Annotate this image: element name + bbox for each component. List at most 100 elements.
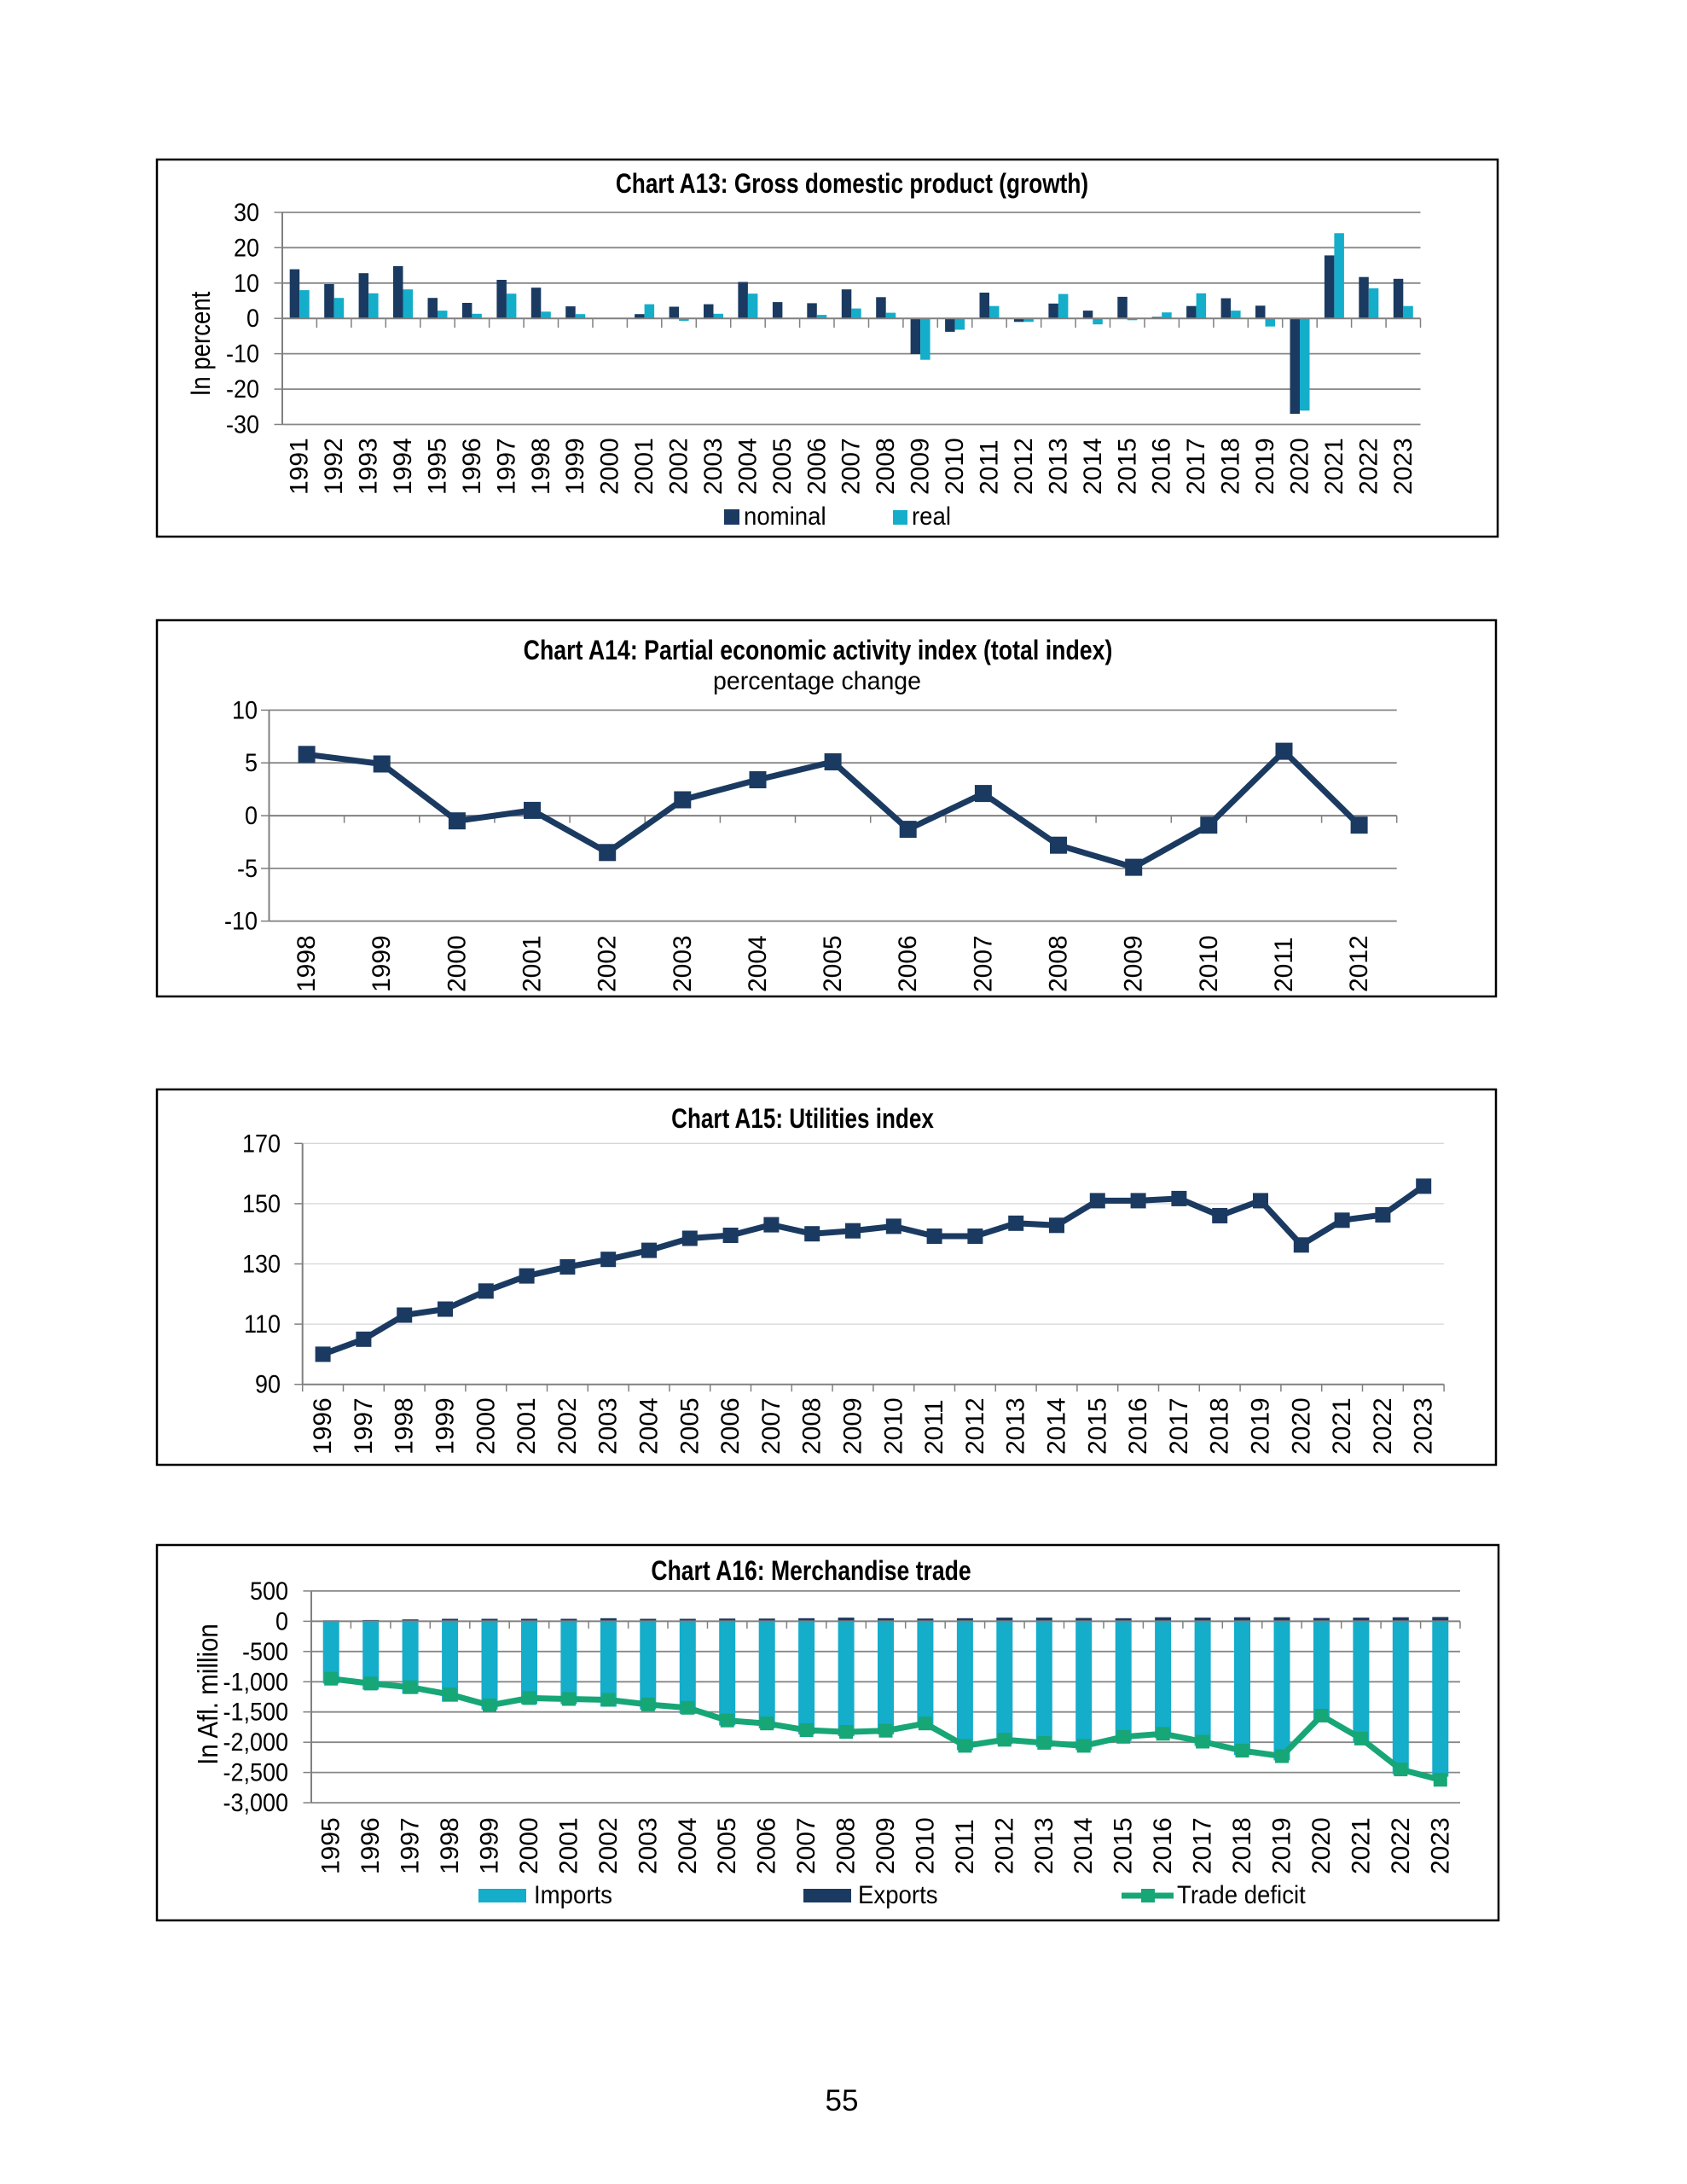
svg-text:20: 20 xyxy=(234,234,259,263)
svg-text:2016: 2016 xyxy=(1124,1397,1152,1455)
svg-text:-1,500: -1,500 xyxy=(223,1698,288,1727)
svg-text:1998: 1998 xyxy=(527,438,555,495)
svg-text:2005: 2005 xyxy=(768,438,797,495)
svg-text:2013: 2013 xyxy=(1030,1817,1058,1874)
svg-text:1997: 1997 xyxy=(350,1397,378,1455)
svg-text:2002: 2002 xyxy=(554,1397,582,1455)
svg-text:2004: 2004 xyxy=(733,438,762,495)
svg-text:2022: 2022 xyxy=(1369,1397,1397,1455)
svg-text:Exports: Exports xyxy=(858,1881,938,1909)
svg-text:1996: 1996 xyxy=(357,1817,385,1874)
svg-text:2019: 2019 xyxy=(1268,1817,1296,1874)
svg-text:2011: 2011 xyxy=(920,1399,948,1455)
svg-text:2016: 2016 xyxy=(1148,438,1176,495)
svg-text:1998: 1998 xyxy=(436,1817,464,1874)
svg-text:2018: 2018 xyxy=(1217,438,1245,495)
svg-text:2017: 2017 xyxy=(1182,438,1210,495)
svg-text:5: 5 xyxy=(245,749,258,778)
svg-text:0: 0 xyxy=(246,305,259,334)
svg-text:2020: 2020 xyxy=(1286,438,1314,495)
svg-text:2008: 2008 xyxy=(798,1397,826,1455)
svg-text:2004: 2004 xyxy=(635,1397,664,1455)
svg-text:10: 10 xyxy=(232,696,258,725)
svg-text:1999: 1999 xyxy=(368,935,396,992)
svg-text:2015: 2015 xyxy=(1110,1817,1138,1874)
svg-text:1999: 1999 xyxy=(432,1397,460,1455)
svg-text:2011: 2011 xyxy=(976,439,1004,495)
svg-text:real: real xyxy=(912,502,951,531)
svg-text:1999: 1999 xyxy=(561,438,589,495)
svg-text:1992: 1992 xyxy=(320,438,348,495)
svg-text:2002: 2002 xyxy=(594,1817,623,1874)
svg-text:2014: 2014 xyxy=(1079,438,1107,495)
svg-text:Chart A13: Gross domestic prod: Chart A13: Gross domestic product (growt… xyxy=(616,170,1088,200)
svg-text:2019: 2019 xyxy=(1251,438,1279,495)
svg-text:2009: 2009 xyxy=(907,438,935,495)
svg-text:-2,000: -2,000 xyxy=(223,1728,288,1757)
svg-text:-2,500: -2,500 xyxy=(223,1758,288,1787)
svg-text:2023: 2023 xyxy=(1426,1817,1454,1874)
svg-text:1998: 1998 xyxy=(293,935,321,992)
svg-text:2002: 2002 xyxy=(594,935,622,992)
svg-text:110: 110 xyxy=(244,1310,281,1339)
svg-text:2018: 2018 xyxy=(1228,1817,1256,1874)
svg-text:In percent: In percent xyxy=(186,291,216,396)
svg-text:2000: 2000 xyxy=(472,1397,500,1455)
svg-text:-20: -20 xyxy=(226,375,259,404)
svg-text:2006: 2006 xyxy=(894,935,922,992)
svg-text:1995: 1995 xyxy=(424,438,452,495)
svg-text:90: 90 xyxy=(255,1370,281,1399)
svg-text:2005: 2005 xyxy=(819,935,847,992)
svg-text:2012: 2012 xyxy=(961,1397,989,1455)
svg-text:2013: 2013 xyxy=(1044,438,1072,495)
svg-text:1997: 1997 xyxy=(492,438,520,495)
svg-text:10: 10 xyxy=(234,270,259,299)
svg-text:2020: 2020 xyxy=(1287,1397,1315,1455)
svg-text:150: 150 xyxy=(242,1190,281,1219)
svg-text:2000: 2000 xyxy=(596,438,624,495)
svg-text:2010: 2010 xyxy=(1195,935,1223,992)
svg-text:2001: 2001 xyxy=(519,935,547,992)
svg-text:-30: -30 xyxy=(226,410,259,439)
svg-text:1991: 1991 xyxy=(286,438,314,495)
svg-text:2010: 2010 xyxy=(879,1397,907,1455)
svg-text:170: 170 xyxy=(242,1130,281,1159)
svg-text:2003: 2003 xyxy=(669,935,697,992)
svg-text:0: 0 xyxy=(245,802,258,831)
svg-text:Chart A14: Partial economic ac: Chart A14: Partial economic activity ind… xyxy=(524,636,1113,666)
svg-text:500: 500 xyxy=(250,1577,288,1606)
svg-text:2021: 2021 xyxy=(1320,438,1348,495)
svg-text:2017: 2017 xyxy=(1189,1817,1217,1874)
svg-text:2001: 2001 xyxy=(513,1397,541,1455)
svg-text:2012: 2012 xyxy=(1010,438,1038,495)
svg-text:2009: 2009 xyxy=(1120,935,1148,992)
svg-text:2010: 2010 xyxy=(911,1817,939,1874)
svg-text:2006: 2006 xyxy=(716,1397,745,1455)
svg-text:1997: 1997 xyxy=(397,1817,425,1874)
svg-text:-10: -10 xyxy=(224,907,258,936)
svg-text:130: 130 xyxy=(242,1250,281,1279)
svg-text:-1,000: -1,000 xyxy=(223,1668,288,1697)
svg-text:2006: 2006 xyxy=(753,1817,781,1874)
svg-text:2006: 2006 xyxy=(803,438,831,495)
svg-text:2014: 2014 xyxy=(1070,1817,1098,1874)
svg-text:1998: 1998 xyxy=(391,1397,419,1455)
svg-text:2004: 2004 xyxy=(744,935,772,992)
svg-text:2007: 2007 xyxy=(838,438,866,495)
svg-text:1995: 1995 xyxy=(317,1817,345,1874)
svg-text:2009: 2009 xyxy=(839,1397,867,1455)
svg-text:55: 55 xyxy=(826,2084,859,2117)
svg-text:Trade deficit: Trade deficit xyxy=(1177,1881,1306,1909)
svg-text:2020: 2020 xyxy=(1307,1817,1336,1874)
svg-text:2007: 2007 xyxy=(969,935,997,992)
svg-text:2022: 2022 xyxy=(1387,1817,1415,1874)
svg-text:2012: 2012 xyxy=(1345,935,1373,992)
svg-text:2021: 2021 xyxy=(1347,1817,1375,1874)
svg-text:2018: 2018 xyxy=(1206,1397,1234,1455)
svg-text:2008: 2008 xyxy=(1045,935,1073,992)
svg-text:2009: 2009 xyxy=(872,1817,900,1874)
svg-text:2021: 2021 xyxy=(1328,1397,1356,1455)
svg-text:2016: 2016 xyxy=(1149,1817,1177,1874)
svg-text:2003: 2003 xyxy=(594,1397,623,1455)
svg-text:1996: 1996 xyxy=(458,438,486,495)
